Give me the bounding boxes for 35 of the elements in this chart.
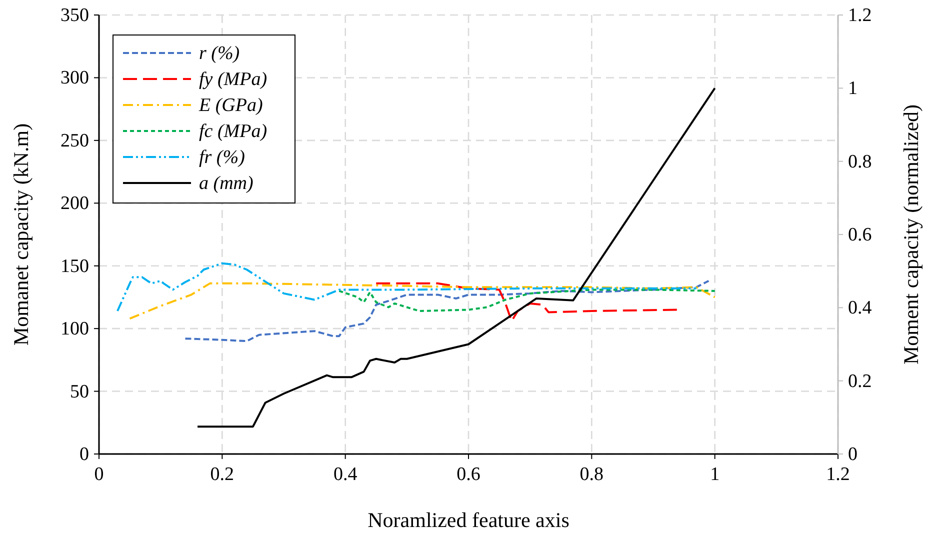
y2-axis-title: Moment capacity (normalized) — [899, 104, 923, 365]
legend-label: a (mm) — [199, 173, 254, 194]
y-tick-label: 350 — [60, 5, 89, 26]
legend-label: E (GPa) — [198, 95, 263, 116]
x-tick-label: 1.2 — [826, 464, 850, 485]
y2-tick-label: 0.6 — [848, 224, 872, 246]
y2-tick-label: 1.2 — [848, 5, 872, 26]
line-series — [338, 288, 716, 312]
legend-label: r (%) — [199, 43, 240, 64]
y2-tick-label: 0.4 — [848, 298, 872, 319]
x-axis-title: Noramlized feature axis — [368, 508, 570, 532]
y-tick-label: 150 — [60, 256, 89, 277]
y-tick-label: 250 — [60, 130, 89, 152]
x-tick-label: 0.2 — [210, 464, 234, 485]
x-tick-label: 0.6 — [456, 464, 480, 485]
line-series — [184, 280, 710, 342]
y-tick-label: 200 — [60, 193, 89, 214]
y-tick-label: 50 — [70, 381, 89, 402]
x-tick-label: 0.4 — [333, 464, 358, 485]
y-tick-label: 300 — [60, 68, 89, 89]
y2-tick-label: 0.2 — [848, 370, 872, 392]
legend-label: fc (MPa) — [199, 121, 268, 142]
x-tick-label: 0.8 — [580, 464, 604, 485]
y2-tick-label: 0 — [848, 444, 858, 465]
y-axis-title: Momanet capacity (kN.m) — [9, 123, 33, 346]
y-tick-label: 100 — [60, 318, 89, 340]
y2-tick-label: 1 — [848, 78, 858, 100]
x-tick-label: 0 — [94, 464, 104, 485]
y-tick-label: 0 — [80, 444, 89, 465]
legend-label: fr (%) — [199, 147, 245, 168]
x-tick-label: 1 — [710, 464, 720, 485]
legend-label: fy (MPa) — [199, 69, 268, 90]
line-series — [128, 282, 716, 320]
line-series — [116, 262, 698, 312]
y2-tick-label: 0.8 — [848, 151, 872, 172]
